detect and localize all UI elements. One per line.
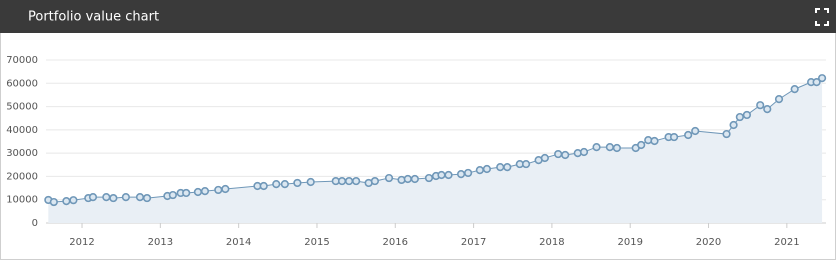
x-tick-label: 2019 xyxy=(617,237,642,248)
point xyxy=(352,176,361,186)
point xyxy=(521,159,531,169)
y-tick-label: 50000 xyxy=(6,102,38,113)
point xyxy=(62,197,71,206)
point xyxy=(573,149,582,158)
point xyxy=(592,142,601,152)
point xyxy=(109,193,118,203)
y-tick-label: 10000 xyxy=(6,195,38,206)
point xyxy=(817,74,827,83)
point xyxy=(370,176,380,186)
point xyxy=(293,178,302,188)
point xyxy=(344,176,354,186)
point xyxy=(214,185,223,195)
point xyxy=(729,120,738,130)
point xyxy=(403,174,412,184)
point xyxy=(612,143,622,153)
x-tick-label: 2012 xyxy=(69,237,94,248)
point xyxy=(437,170,446,180)
point xyxy=(456,170,466,179)
point xyxy=(691,126,700,136)
x-tick-label: 2016 xyxy=(383,237,408,248)
point xyxy=(756,101,765,110)
point xyxy=(496,163,505,172)
point xyxy=(306,177,315,187)
point xyxy=(221,184,230,194)
chart-title: Portfolio value chart xyxy=(28,10,159,25)
point xyxy=(554,149,563,159)
point xyxy=(193,187,203,197)
point xyxy=(763,105,772,114)
point xyxy=(722,129,731,139)
point xyxy=(605,142,614,152)
point xyxy=(475,166,484,175)
y-tick-label: 70000 xyxy=(6,55,38,66)
point xyxy=(735,112,744,122)
point xyxy=(503,163,512,172)
point xyxy=(102,193,111,202)
point xyxy=(482,164,492,174)
point xyxy=(684,130,693,140)
y-tick-label: 40000 xyxy=(6,125,38,136)
point xyxy=(182,188,191,198)
area xyxy=(48,78,823,223)
x-tick-label: 2021 xyxy=(774,237,799,248)
point xyxy=(259,181,268,191)
expand-icon[interactable] xyxy=(815,8,829,26)
point xyxy=(774,95,784,104)
point xyxy=(540,153,549,163)
y-tick-label: 30000 xyxy=(6,148,38,159)
y-tick-label: 0 xyxy=(32,218,38,229)
point xyxy=(424,173,434,183)
point xyxy=(464,168,473,178)
point xyxy=(637,140,646,150)
point xyxy=(69,196,78,205)
x-tick-label: 2014 xyxy=(226,237,251,248)
y-tick-label: 60000 xyxy=(6,78,38,89)
point xyxy=(135,193,145,202)
point xyxy=(410,174,419,184)
point xyxy=(168,190,177,200)
point xyxy=(669,132,679,142)
x-tick-label: 2015 xyxy=(304,237,329,248)
point xyxy=(812,78,821,87)
point xyxy=(200,186,210,196)
expand-glyph[interactable] xyxy=(815,8,829,26)
point xyxy=(88,193,98,202)
header xyxy=(0,0,836,33)
point xyxy=(790,85,799,94)
x-tick-label: 2020 xyxy=(696,237,721,248)
x-tick-label: 2013 xyxy=(148,237,173,248)
point xyxy=(384,173,394,183)
point xyxy=(579,147,589,157)
point xyxy=(561,150,570,160)
point xyxy=(142,193,152,203)
point xyxy=(280,180,289,189)
y-tick-label: 20000 xyxy=(6,171,38,182)
point xyxy=(49,197,58,207)
point xyxy=(121,193,130,202)
point xyxy=(742,110,752,120)
point xyxy=(337,176,347,186)
point xyxy=(272,180,281,189)
x-tick-label: 2017 xyxy=(461,237,486,248)
point xyxy=(444,170,453,180)
point xyxy=(650,136,659,146)
x-tick-label: 2018 xyxy=(539,237,564,248)
